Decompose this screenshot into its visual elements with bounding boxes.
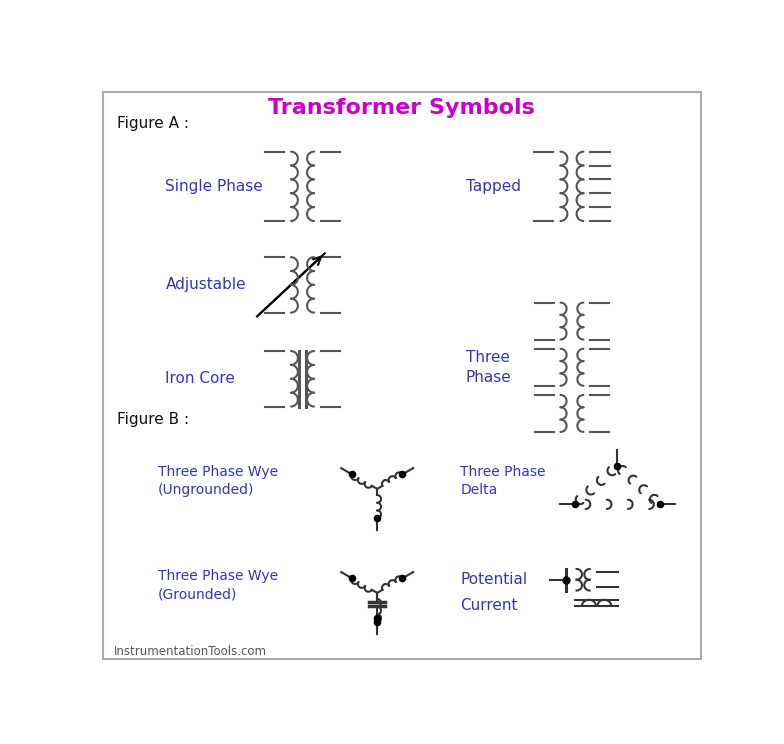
Text: Three Phase
Delta: Three Phase Delta (460, 465, 546, 498)
Text: Iron Core: Iron Core (165, 371, 235, 386)
Text: Three Phase Wye
(Ungrounded): Three Phase Wye (Ungrounded) (158, 465, 278, 498)
Text: Potential: Potential (460, 572, 528, 587)
Text: Three Phase Wye
(Grounded): Three Phase Wye (Grounded) (158, 569, 278, 601)
Text: Current: Current (460, 598, 517, 614)
Text: Transformer Symbols: Transformer Symbols (268, 97, 535, 118)
Text: Adjustable: Adjustable (165, 278, 246, 292)
Text: InstrumentationTools.com: InstrumentationTools.com (114, 645, 267, 658)
Text: Single Phase: Single Phase (165, 179, 263, 193)
Text: Three
Phase: Three Phase (466, 350, 511, 385)
Text: Figure A :: Figure A : (117, 115, 189, 131)
Text: Figure B :: Figure B : (117, 412, 189, 427)
Text: Tapped: Tapped (466, 179, 521, 193)
